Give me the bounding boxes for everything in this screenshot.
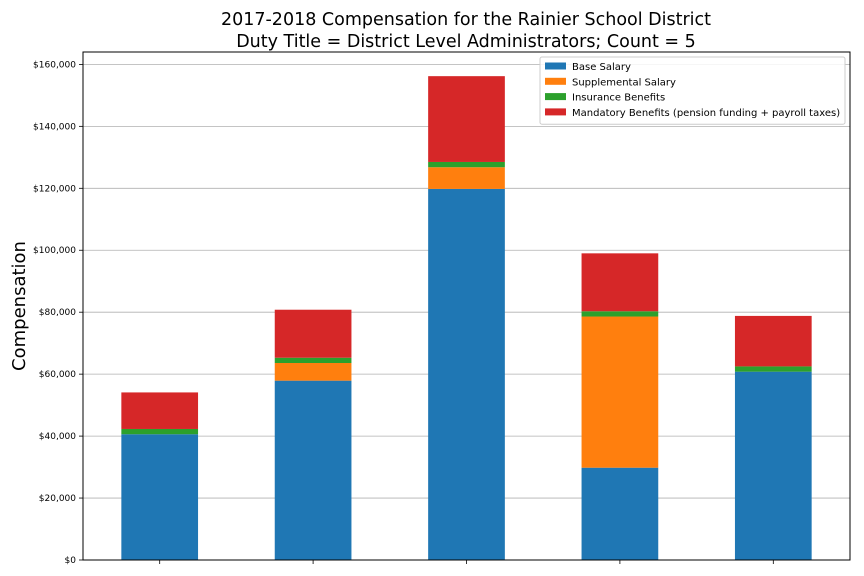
legend-swatch [545, 108, 566, 116]
bar-segment [428, 76, 505, 162]
bar-segment [581, 311, 659, 317]
y-axis-label: Compensation [9, 241, 30, 371]
legend-label: Base Salary [572, 62, 631, 73]
legend-label: Mandatory Benefits (pension funding + pa… [572, 108, 840, 119]
y-tick-label: $80,000 [39, 308, 76, 318]
legend-label: Insurance Benefits [572, 93, 665, 104]
bar-segment [121, 428, 199, 435]
bars [121, 76, 812, 560]
bar-segment [581, 467, 659, 560]
bar-segment [121, 434, 199, 560]
axes: $0 $20,000 $40,000 $60,000 $80,000 $100,000 $1… [33, 51, 851, 566]
bar-segment [428, 161, 505, 168]
bar-segment [734, 366, 812, 372]
y-tick-label: $60,000 [39, 370, 76, 380]
bar-segment [428, 167, 505, 189]
bar-segment [428, 188, 505, 560]
bar-segment [734, 315, 812, 367]
y-tick-label: $0 [65, 556, 77, 566]
bar-segment [274, 357, 352, 363]
y-tick-label: $100,000 [33, 246, 76, 256]
y-tick-label: $160,000 [33, 60, 76, 70]
legend-swatch [545, 77, 566, 85]
y-tick-label: $140,000 [33, 122, 76, 132]
bar-segment [274, 380, 352, 560]
bar-segment [274, 362, 352, 381]
legend-swatch [545, 62, 566, 70]
chart-subtitle: Duty Title = District Level Administrato… [236, 32, 696, 52]
bar-segment [121, 392, 199, 429]
legend-label: Supplemental Salary [572, 77, 676, 88]
bar-segment [581, 253, 659, 312]
legend-swatch [545, 93, 566, 101]
bar-segment [274, 309, 352, 358]
chart-title: 2017-2018 Compensation for the Rainier S… [221, 10, 711, 30]
legend-box [539, 56, 846, 125]
bar-segment [734, 371, 812, 560]
y-tick-label: $120,000 [33, 184, 76, 194]
y-tick-label: $20,000 [39, 494, 76, 504]
legend: Base Salary Supplemental Salary Insurance … [539, 56, 846, 125]
bar-segment [581, 316, 659, 468]
y-tick-label: $40,000 [39, 432, 76, 442]
